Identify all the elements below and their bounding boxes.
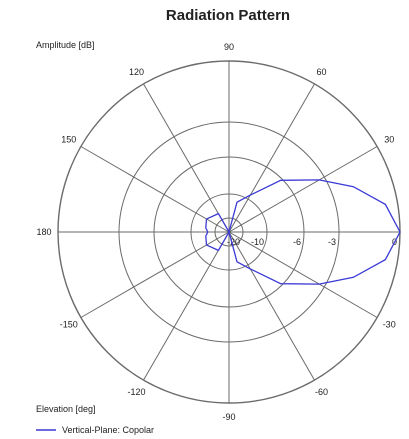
angular-tick-label: 90 [224,42,234,52]
radial-tick-label: -20 [227,237,240,247]
angular-tick-label: 30 [384,135,394,145]
series-line [205,179,401,285]
grid-spoke [143,231,230,381]
angular-tick-label: -60 [315,387,328,397]
grid-spoke [80,146,230,233]
grid-spoke [228,231,378,318]
radial-tick-label: -6 [293,237,301,247]
radial-tick-label: -3 [328,237,336,247]
legend-label: Vertical-Plane: Copolar [62,425,154,435]
grid-spoke [80,231,230,318]
angular-axis-label: Elevation [deg] [36,404,96,414]
angular-tick-label: -30 [383,320,396,330]
grid-spoke [143,83,230,233]
angular-tick-label: 60 [316,67,326,77]
radial-tick-labels: -20 -10 -6 -3 0 [227,237,397,247]
angular-tick-label: -90 [222,412,235,422]
grid-spoke [228,83,315,233]
angular-tick-label: 120 [129,67,144,77]
legend: Vertical-Plane: Copolar [36,425,154,435]
grid-spoke [228,231,315,381]
grid-spoke [228,146,378,233]
angular-tick-label: -120 [127,387,145,397]
polar-grid [57,60,401,404]
angular-tick-labels: 0306090120150180-150-120-90-60-30 [36,42,396,422]
radial-axis-label: Amplitude [dB] [36,40,95,50]
angular-tick-label: 150 [61,135,76,145]
angular-tick-label: 180 [36,227,51,237]
radial-tick-label: -10 [251,237,264,247]
chart-title: Radiation Pattern [166,7,290,24]
series-layer [205,179,401,285]
angular-tick-label: -150 [60,320,78,330]
